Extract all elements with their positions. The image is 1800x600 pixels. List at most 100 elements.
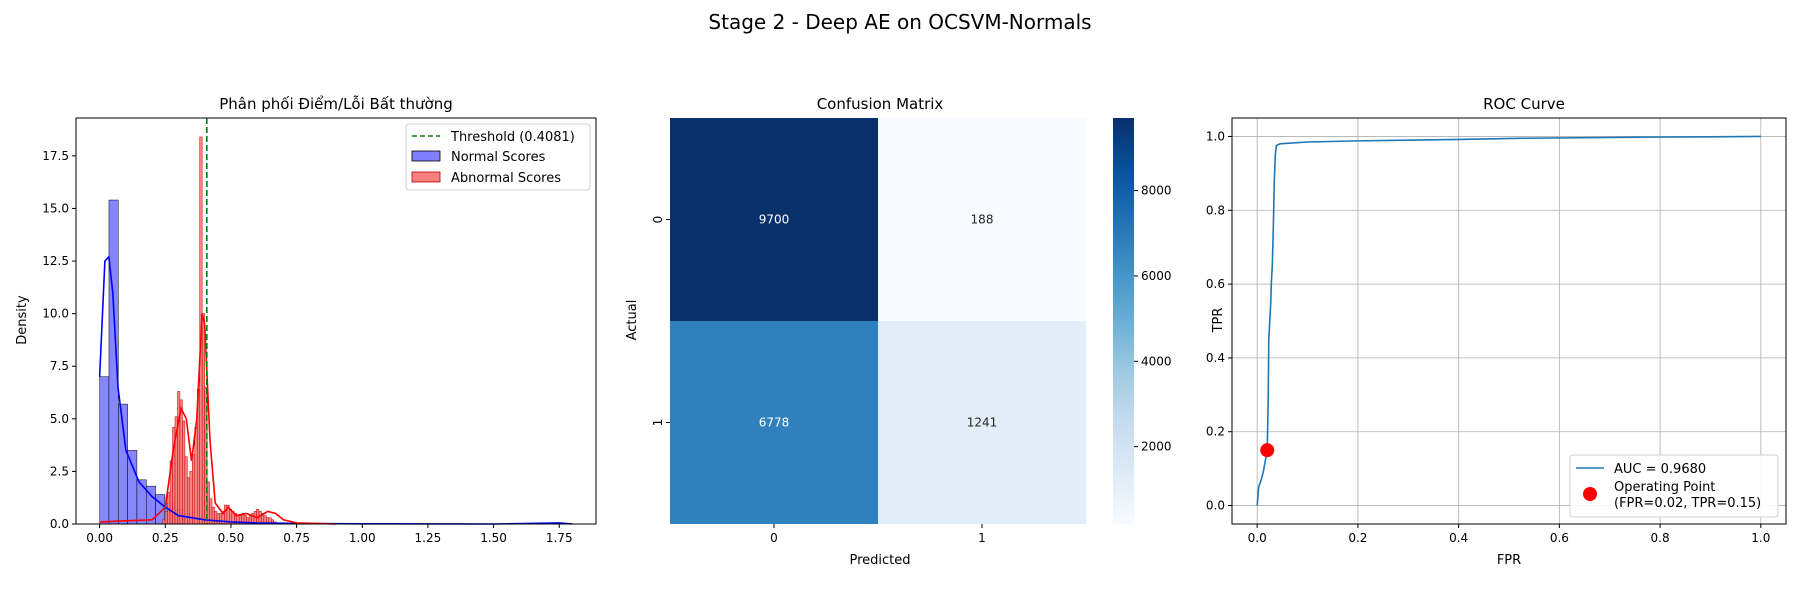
abnormal-kde-line — [99, 313, 337, 525]
confusion-cell — [670, 118, 878, 321]
x-tick-label: 0.50 — [218, 531, 245, 545]
x-tick-label: 0.2 — [1348, 531, 1367, 545]
y-tick-label: 0.0 — [50, 517, 69, 531]
roc-y-ticks: 0.0 0.2 0.4 0.6 0.8 1.0 — [1206, 129, 1232, 513]
histogram-bars — [99, 136, 287, 525]
normal-bar — [136, 479, 147, 525]
y-tick-label: 0.2 — [1206, 425, 1225, 439]
histogram-legend-box — [405, 123, 591, 191]
colorbar — [1113, 118, 1134, 524]
histogram-axes-frame — [75, 117, 597, 525]
normal-bar — [127, 450, 138, 525]
colorbar-tick-label: 6000 — [1141, 269, 1172, 283]
y-tick-label: 0.8 — [1206, 203, 1225, 217]
roc-legend-box — [1569, 454, 1779, 518]
operating-point-marker — [1260, 443, 1275, 458]
x-tick-label: 0.6 — [1550, 531, 1569, 545]
confusion-ylabel: Actual — [625, 300, 640, 341]
y-tick-label: 0.4 — [1206, 351, 1225, 365]
x-tick-label: 0.00 — [86, 531, 113, 545]
histogram-panel: Phân phối Điểm/Lỗi Bất thường Density 0.… — [15, 95, 597, 545]
abnormal-bar — [214, 511, 218, 525]
abnormal-bar — [179, 399, 183, 525]
legend-normal-label: Normal Scores — [451, 150, 546, 165]
y-tick-label: 1.0 — [1206, 129, 1225, 143]
abnormal-bar — [258, 511, 262, 525]
histogram-legend: Threshold (0.4081) Normal Scores Abnorma… — [405, 123, 591, 191]
roc-x-ticks: 0.0 0.2 0.4 0.6 0.8 1.0 — [1248, 524, 1770, 545]
confusion-cell-value: 6778 — [759, 416, 790, 430]
roc-curve — [1256, 135, 1761, 506]
confusion-cell — [670, 321, 878, 524]
x-tick-label: 0.75 — [283, 531, 310, 545]
roc-title: ROC Curve — [1483, 95, 1565, 113]
abnormal-bar — [211, 506, 215, 525]
x-tick-label: 0.0 — [1248, 531, 1267, 545]
x-tick-label: 1.0 — [1751, 531, 1770, 545]
abnormal-bar — [184, 456, 188, 525]
roc-ylabel: TPR — [1211, 308, 1226, 334]
roc-legend: AUC = 0.9680 Operating Point (FPR=0.02, … — [1569, 454, 1779, 518]
x-tick-label: 1.50 — [480, 531, 507, 545]
colorbar-tick-label: 8000 — [1141, 184, 1172, 198]
legend-auc-label: AUC = 0.9680 — [1614, 462, 1706, 477]
y-tick-label: 12.5 — [42, 254, 69, 268]
x-tick-label: 1 — [978, 531, 986, 545]
histogram-ylabel: Density — [15, 295, 30, 345]
normal-bar — [99, 376, 110, 525]
histogram-x-ticks: 0.00 0.25 0.50 0.75 1.00 1.25 1.50 1.75 — [86, 524, 573, 545]
confusion-cell — [878, 321, 1086, 524]
roc-panel: ROC Curve 0.0 0.2 0.4 0.6 0.8 1.0 0.00.20.40.… — [1206, 95, 1787, 568]
legend-abnormal-label: Abnormal Scores — [451, 171, 561, 186]
y-tick-label: 2.5 — [50, 464, 69, 478]
abnormal-bar — [216, 513, 220, 525]
legend-operating-point-detail: (FPR=0.02, TPR=0.15) — [1614, 496, 1761, 511]
abnormal-bar — [164, 511, 168, 525]
confusion-title: Confusion Matrix — [817, 95, 944, 113]
confusion-xlabel: Predicted — [849, 553, 910, 568]
legend-operating-point-label: Operating Point — [1614, 480, 1715, 495]
histogram-title: Phân phối Điểm/Lỗi Bất thường — [219, 95, 453, 113]
legend-normal-swatch — [411, 150, 441, 162]
confusion-cell-value: 188 — [971, 213, 994, 227]
confusion-cell-value: 1241 — [967, 416, 998, 430]
y-tick-label: 7.5 — [50, 359, 69, 373]
x-tick-label: 0 — [770, 531, 778, 545]
x-tick-label: 0.4 — [1449, 531, 1468, 545]
histogram-y-ticks: 0.0 2.5 5.0 7.5 10.0 12.5 15.0 17.5 — [42, 149, 76, 531]
abnormal-bar — [201, 313, 205, 525]
roc-axes-frame — [1231, 117, 1787, 525]
colorbar-tick-label: 4000 — [1141, 354, 1172, 368]
y-tick-label: 15.0 — [42, 201, 69, 215]
abnormal-bar — [219, 513, 223, 525]
abnormal-bar — [177, 391, 181, 525]
x-tick-label: 0.8 — [1651, 531, 1670, 545]
y-tick-label: 17.5 — [42, 149, 69, 163]
legend-operating-point-swatch — [1583, 487, 1597, 501]
confusion-cell — [878, 118, 1086, 321]
confusion-cell-value: 9700 — [759, 213, 790, 227]
abnormal-bar — [194, 426, 198, 525]
legend-threshold-label: Threshold (0.4081) — [450, 130, 575, 145]
x-tick-label: 1.00 — [349, 531, 376, 545]
legend-abnormal-swatch — [411, 171, 441, 183]
colorbar-tick-label: 2000 — [1141, 440, 1172, 454]
confusion-cells: 9700 188 6778 1241 — [670, 118, 1086, 524]
confusion-ticks: 0 1 0 1 — [651, 216, 986, 545]
y-tick-label: 0 — [651, 216, 665, 224]
abnormal-bar — [189, 471, 193, 525]
roc-xlabel: FPR — [1497, 553, 1521, 568]
x-tick-label: 1.75 — [546, 531, 573, 545]
x-tick-label: 1.25 — [415, 531, 442, 545]
y-tick-label: 0.0 — [1206, 499, 1225, 513]
y-tick-label: 10.0 — [42, 307, 69, 321]
figure-suptitle: Stage 2 - Deep AE on OCSVM-Normals — [708, 10, 1091, 34]
colorbar-ticks: 2000 4000 6000 8000 — [1134, 184, 1172, 454]
x-tick-label: 0.25 — [152, 531, 179, 545]
abnormal-bar — [162, 519, 166, 525]
y-tick-label: 0.6 — [1206, 277, 1225, 291]
y-tick-label: 1 — [651, 419, 665, 427]
y-tick-label: 5.0 — [50, 412, 69, 426]
abnormal-bar — [182, 420, 186, 525]
